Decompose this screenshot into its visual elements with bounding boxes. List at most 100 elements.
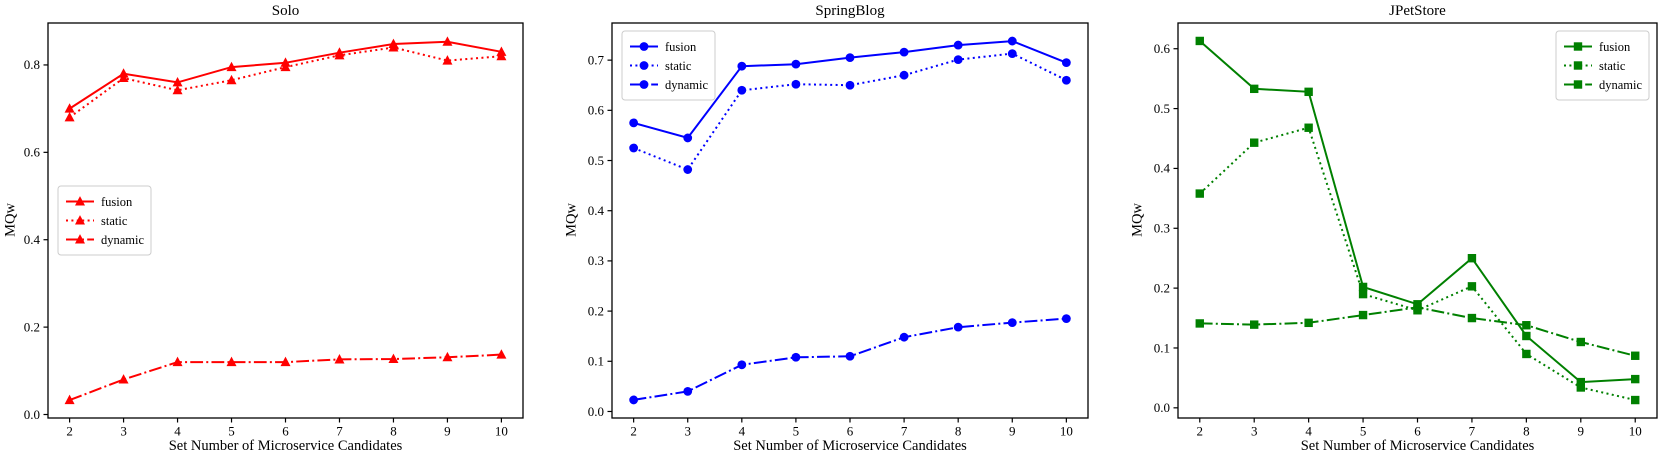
legend-label-dynamic: dynamic <box>1599 78 1642 92</box>
legend-label-static: static <box>1599 59 1626 73</box>
data-point-static <box>280 61 291 72</box>
data-point-dynamic <box>280 356 291 367</box>
data-point-fusion <box>737 61 747 71</box>
data-point-static <box>118 72 129 83</box>
data-point-fusion <box>1467 254 1477 263</box>
data-point-dynamic <box>953 322 963 332</box>
x-tick-label: 2 <box>66 424 73 439</box>
y-tick-label: 0.0 <box>1154 400 1170 415</box>
data-point-dynamic <box>334 354 345 364</box>
data-point-fusion <box>64 103 75 113</box>
x-tick-label: 7 <box>336 424 343 439</box>
data-point-fusion <box>1007 36 1017 46</box>
data-point-static <box>1522 349 1531 359</box>
data-point-static <box>388 42 399 52</box>
data-point-dynamic <box>845 351 855 361</box>
legend-label-fusion: fusion <box>665 40 697 54</box>
data-point-fusion <box>791 59 801 69</box>
x-tick-label: 8 <box>1523 424 1530 439</box>
legend-marker-static <box>75 215 85 225</box>
data-point-dynamic <box>1061 314 1071 324</box>
legend-marker-dynamic <box>75 234 85 244</box>
data-point-dynamic <box>899 332 909 342</box>
data-point-dynamic <box>496 349 507 359</box>
data-point-fusion <box>1522 331 1531 341</box>
data-point-static <box>791 79 801 89</box>
data-point-dynamic <box>1358 310 1368 320</box>
legend-label-static: static <box>101 214 128 228</box>
data-point-fusion <box>1631 374 1640 384</box>
data-point-static <box>683 165 693 174</box>
y-tick-label: 0.2 <box>24 319 40 334</box>
x-tick-label: 8 <box>390 424 397 439</box>
x-tick-label: 7 <box>1469 424 1476 439</box>
data-point-fusion <box>899 47 909 57</box>
x-tick-label: 5 <box>793 424 800 439</box>
legend-marker-fusion <box>1573 42 1583 51</box>
y-tick-label: 0.0 <box>24 407 40 422</box>
data-point-static <box>496 50 507 61</box>
data-point-dynamic <box>1250 320 1259 329</box>
y-tick-label: 0.7 <box>588 52 605 67</box>
legend-label-dynamic: dynamic <box>665 78 708 92</box>
data-point-static <box>737 85 747 95</box>
data-point-dynamic <box>442 351 453 362</box>
y-axis-label-jpetstore: MQw <box>1129 203 1146 237</box>
x-tick-label: 9 <box>1009 424 1016 439</box>
y-tick-label: 0.2 <box>588 303 604 318</box>
x-tick-label: 2 <box>1197 424 1204 439</box>
series-line-dynamic <box>1199 306 1636 357</box>
x-tick-label: 10 <box>1629 424 1642 439</box>
data-point-dynamic <box>737 360 747 370</box>
data-point-fusion <box>226 61 237 72</box>
x-tick-label: 3 <box>684 424 691 439</box>
data-point-dynamic <box>629 395 639 405</box>
data-point-static <box>334 49 345 60</box>
y-tick-label: 0.1 <box>1154 340 1170 355</box>
x-tick-label: 4 <box>174 424 181 439</box>
legend-marker-fusion <box>75 196 85 206</box>
data-point-static <box>845 80 855 90</box>
y-tick-label: 0.6 <box>1154 41 1171 56</box>
data-point-fusion <box>1576 377 1585 387</box>
x-tick-label: 6 <box>847 424 854 439</box>
y-axis-label-solo: MQw <box>2 203 19 237</box>
data-point-fusion <box>1061 58 1071 68</box>
data-point-fusion <box>1250 84 1259 94</box>
y-tick-label: 0.2 <box>1154 280 1170 295</box>
y-tick-label: 0.3 <box>588 253 604 268</box>
x-axis-label-jpetstore: Set Number of Microservice Candidates <box>1300 438 1535 454</box>
data-point-dynamic <box>791 352 801 362</box>
data-point-static <box>953 55 963 65</box>
legend-label-dynamic: dynamic <box>101 233 144 247</box>
data-point-dynamic <box>388 353 399 364</box>
data-point-fusion <box>683 133 693 143</box>
x-tick-label: 3 <box>1251 424 1258 439</box>
y-tick-label: 0.6 <box>588 103 605 118</box>
y-tick-label: 0.1 <box>588 354 604 369</box>
legend-marker-fusion <box>639 42 649 51</box>
data-point-static <box>1061 75 1071 85</box>
data-point-static <box>226 74 237 85</box>
data-point-dynamic <box>118 374 129 384</box>
data-point-static <box>1007 49 1017 59</box>
data-point-static <box>899 70 909 80</box>
data-point-static <box>1195 189 1204 198</box>
y-tick-label: 0.4 <box>24 232 41 247</box>
chart-jpetstore: 2 3 4 5 6 7 8 9 10 0.0 0.1 0.2 0.3 0.4 0.5 0.6 fusion sta… <box>1154 22 1658 439</box>
legend-marker-static <box>639 61 649 70</box>
data-point-dynamic <box>1631 351 1640 360</box>
series-line-static <box>1199 126 1636 401</box>
y-tick-label: 0.4 <box>588 203 605 218</box>
data-point-dynamic <box>683 386 693 396</box>
data-point-fusion <box>172 77 183 87</box>
legend: fusion static dynamic <box>1555 30 1650 101</box>
data-point-dynamic <box>1522 321 1531 330</box>
x-tick-label: 8 <box>955 424 962 439</box>
legend-label-fusion: fusion <box>101 195 133 209</box>
data-point-static <box>1631 395 1640 405</box>
x-tick-label: 10 <box>1060 424 1073 439</box>
legend-marker-static <box>1573 61 1583 70</box>
legend-marker-dynamic <box>1573 80 1583 89</box>
